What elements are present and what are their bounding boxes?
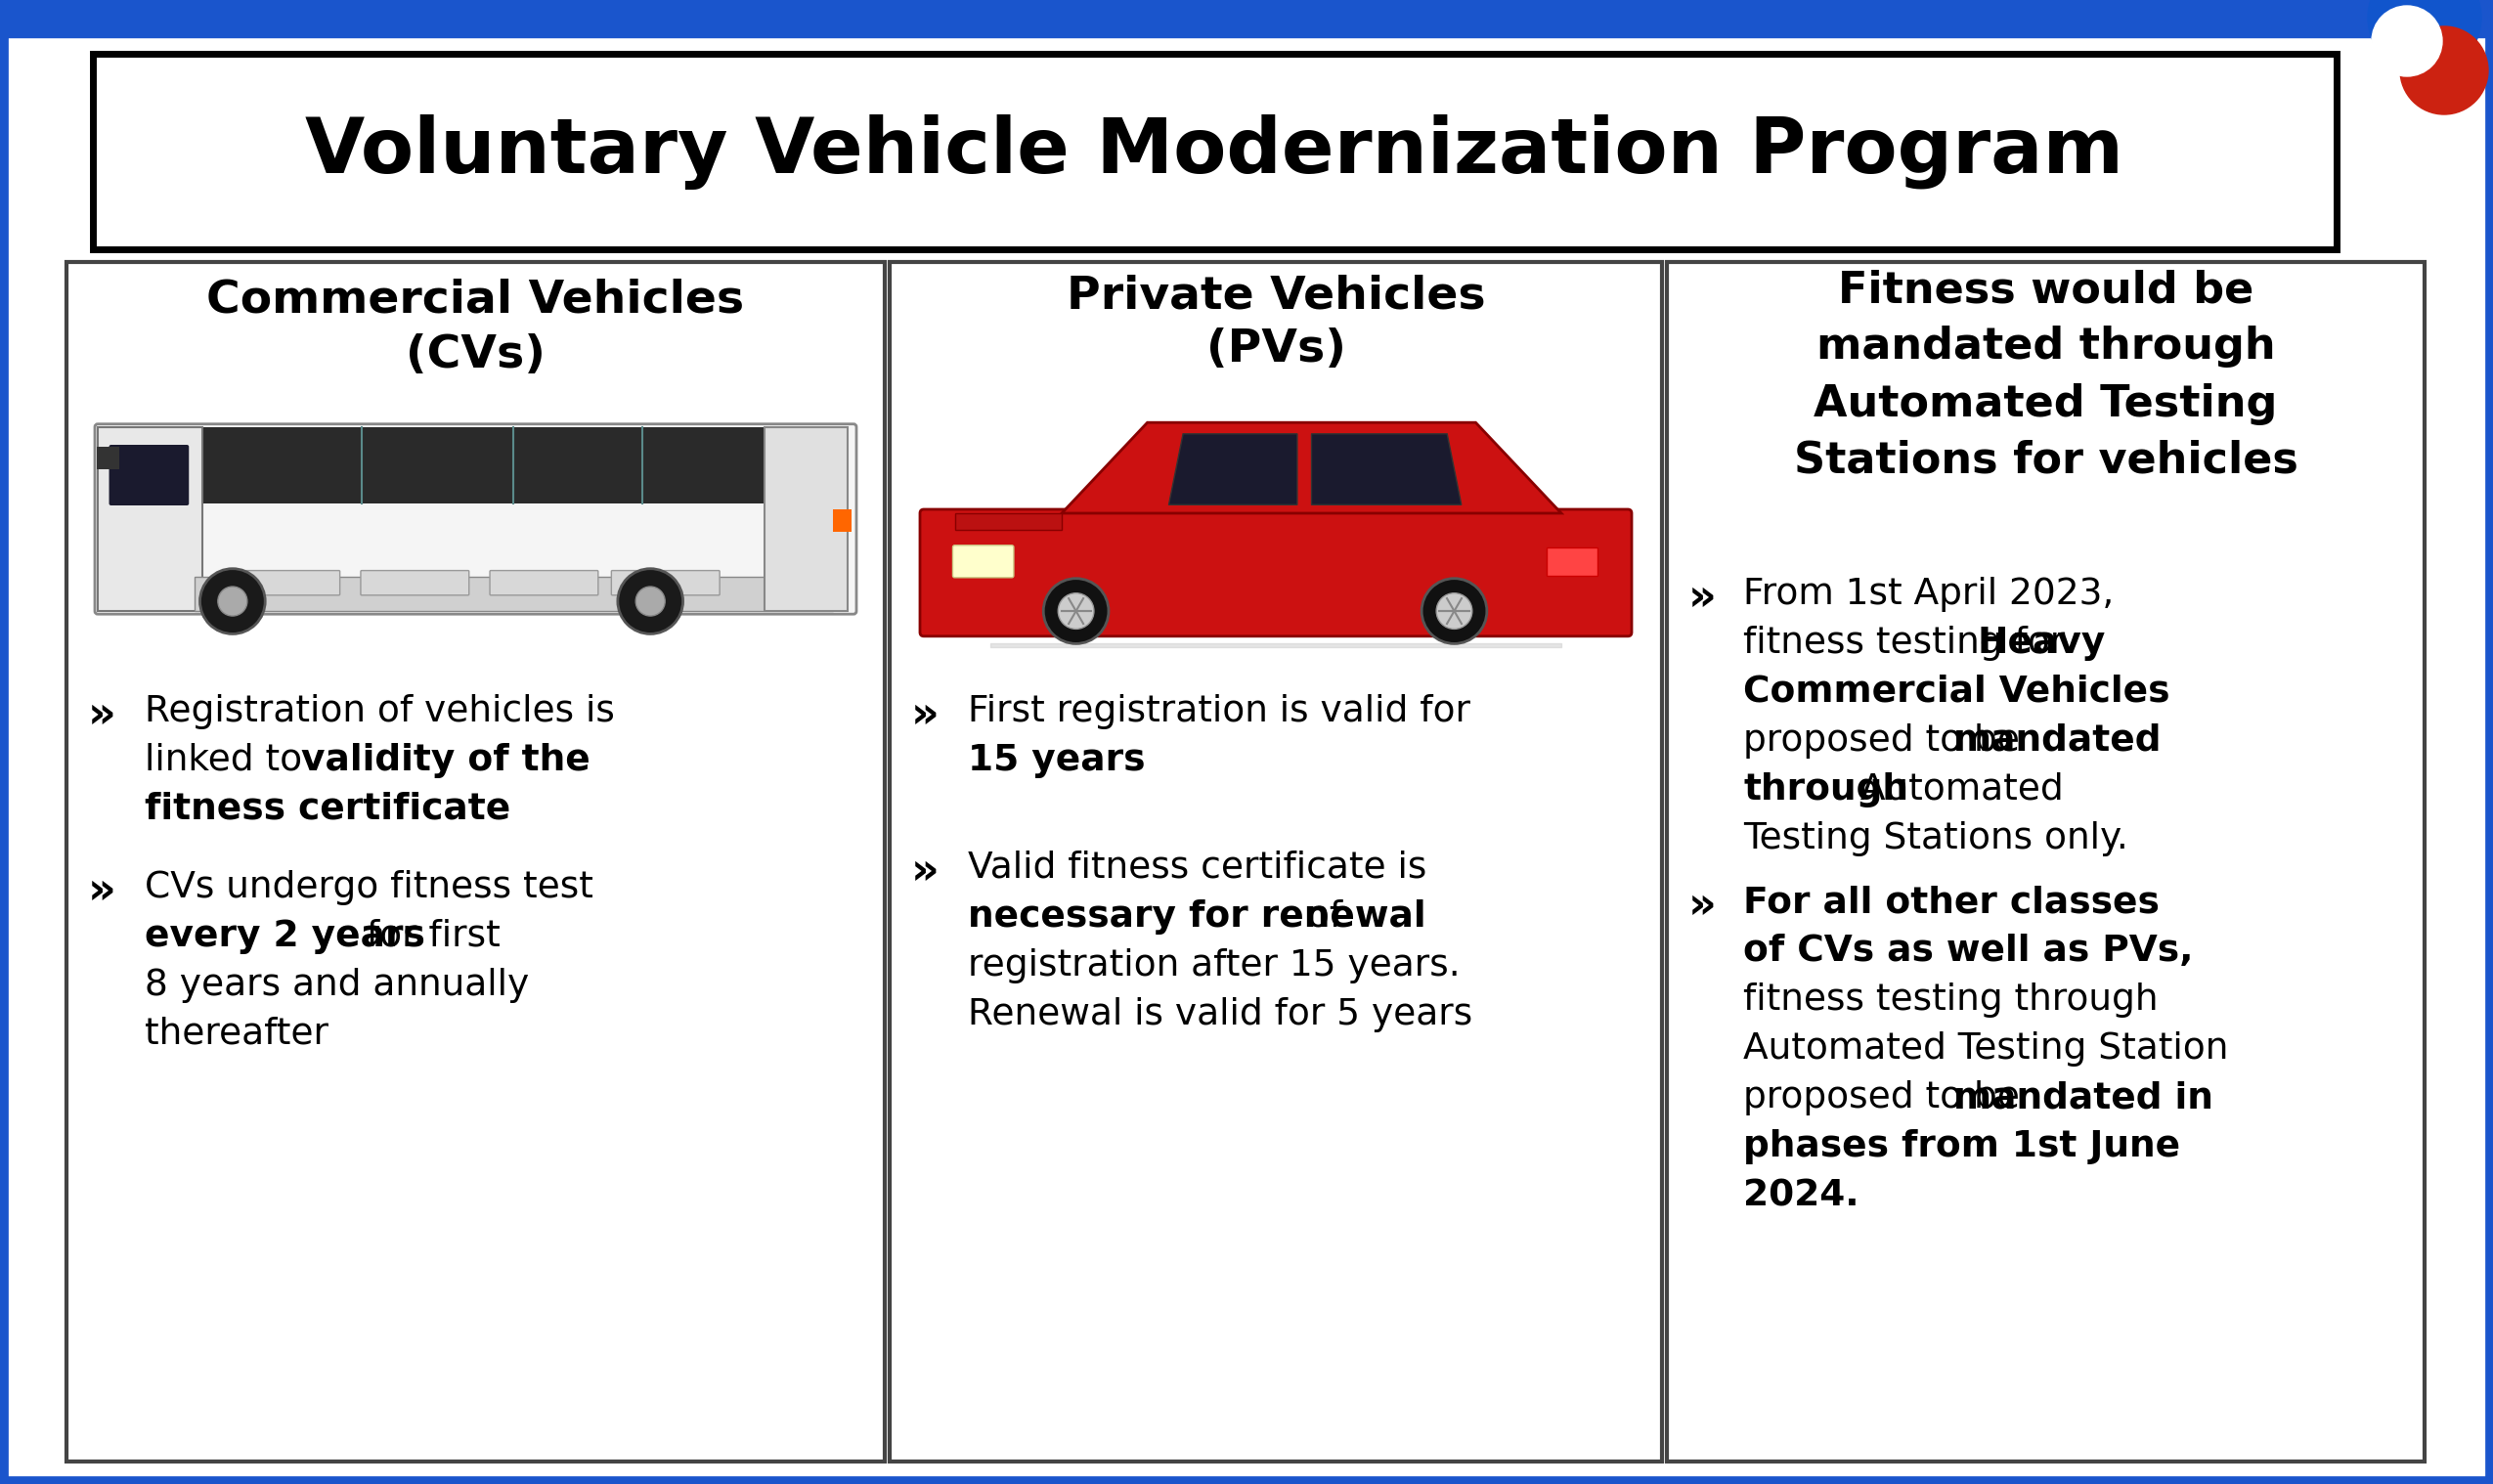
Circle shape bbox=[1436, 594, 1473, 629]
Text: mandated: mandated bbox=[1955, 723, 2161, 758]
FancyBboxPatch shape bbox=[489, 570, 598, 595]
FancyBboxPatch shape bbox=[611, 570, 720, 595]
Text: necessary for renewal: necessary for renewal bbox=[967, 899, 1426, 935]
Text: proposed to be: proposed to be bbox=[1743, 1080, 2032, 1116]
Text: Valid fitness certificate is: Valid fitness certificate is bbox=[967, 850, 1426, 886]
Circle shape bbox=[1421, 579, 1486, 644]
Bar bbox=[833, 509, 853, 531]
Text: 2024.: 2024. bbox=[1743, 1178, 1860, 1214]
Text: fitness certificate: fitness certificate bbox=[145, 792, 511, 827]
Text: thereafter: thereafter bbox=[145, 1017, 329, 1052]
Text: From 1st April 2023,: From 1st April 2023, bbox=[1743, 577, 2114, 611]
Polygon shape bbox=[1062, 423, 1561, 513]
Text: of: of bbox=[1296, 899, 1341, 935]
Text: Automated: Automated bbox=[1850, 772, 2064, 807]
Circle shape bbox=[2371, 6, 2443, 76]
Text: »: » bbox=[910, 695, 940, 736]
Text: Automated Testing Station: Automated Testing Station bbox=[1743, 1031, 2229, 1067]
Text: 8 years and annually: 8 years and annually bbox=[145, 968, 529, 1003]
Text: validity of the: validity of the bbox=[302, 743, 591, 778]
FancyBboxPatch shape bbox=[952, 545, 1015, 577]
Text: Fitness would be
mandated through
Automated Testing
Stations for vehicles: Fitness would be mandated through Automa… bbox=[1792, 269, 2299, 482]
Text: mandated in: mandated in bbox=[1955, 1080, 2214, 1116]
Circle shape bbox=[636, 586, 666, 616]
Text: Voluntary Vehicle Modernization Program: Voluntary Vehicle Modernization Program bbox=[307, 114, 2124, 188]
Text: fitness testing for: fitness testing for bbox=[1743, 626, 2077, 660]
Text: every 2 years: every 2 years bbox=[145, 919, 426, 954]
Text: »: » bbox=[87, 695, 117, 736]
Bar bbox=[0, 0, 2493, 37]
Text: »: » bbox=[1688, 884, 1718, 928]
Circle shape bbox=[199, 568, 264, 634]
Bar bbox=[1548, 548, 1598, 576]
Text: Private Vehicles
(PVs): Private Vehicles (PVs) bbox=[1067, 273, 1486, 372]
Bar bbox=[194, 577, 833, 611]
Text: phases from 1st June: phases from 1st June bbox=[1743, 1129, 2181, 1165]
Text: For all other classes: For all other classes bbox=[1743, 884, 2159, 920]
Polygon shape bbox=[1169, 433, 1296, 505]
Text: 15 years: 15 years bbox=[967, 743, 1144, 778]
Circle shape bbox=[1057, 594, 1094, 629]
Text: CVs undergo fitness test: CVs undergo fitness test bbox=[145, 870, 593, 905]
Text: for first: for first bbox=[354, 919, 501, 954]
FancyBboxPatch shape bbox=[890, 263, 1663, 1462]
Text: fitness testing through: fitness testing through bbox=[1743, 982, 2159, 1018]
Polygon shape bbox=[97, 427, 202, 611]
Text: First registration is valid for: First registration is valid for bbox=[967, 695, 1471, 729]
Text: Commercial Vehicles
(CVs): Commercial Vehicles (CVs) bbox=[207, 279, 745, 377]
Bar bbox=[765, 427, 848, 611]
Polygon shape bbox=[1311, 433, 1461, 505]
Text: Commercial Vehicles: Commercial Vehicles bbox=[1743, 675, 2169, 709]
Text: Registration of vehicles is: Registration of vehicles is bbox=[145, 695, 616, 729]
Text: Testing Stations only.: Testing Stations only. bbox=[1743, 821, 2129, 856]
Circle shape bbox=[618, 568, 683, 634]
Text: of CVs as well as PVs,: of CVs as well as PVs, bbox=[1743, 933, 2194, 969]
FancyBboxPatch shape bbox=[95, 424, 858, 614]
Circle shape bbox=[2368, 0, 2481, 74]
Text: Renewal is valid for 5 years: Renewal is valid for 5 years bbox=[967, 997, 1473, 1033]
Circle shape bbox=[2401, 27, 2488, 114]
Bar bbox=[97, 447, 120, 469]
Text: through: through bbox=[1743, 772, 1907, 807]
FancyBboxPatch shape bbox=[1668, 263, 2426, 1462]
Text: »: » bbox=[910, 850, 940, 892]
Bar bbox=[194, 427, 833, 503]
Text: proposed to be: proposed to be bbox=[1743, 723, 2032, 758]
Polygon shape bbox=[955, 513, 1062, 530]
FancyBboxPatch shape bbox=[361, 570, 469, 595]
Text: registration after 15 years.: registration after 15 years. bbox=[967, 948, 1461, 984]
Text: linked to: linked to bbox=[145, 743, 314, 778]
FancyBboxPatch shape bbox=[110, 445, 189, 506]
Text: Heavy: Heavy bbox=[1977, 626, 2107, 660]
FancyBboxPatch shape bbox=[920, 509, 1633, 637]
Text: »: » bbox=[1688, 577, 1718, 619]
Circle shape bbox=[1045, 579, 1109, 644]
Circle shape bbox=[217, 586, 247, 616]
FancyBboxPatch shape bbox=[232, 570, 339, 595]
FancyBboxPatch shape bbox=[92, 53, 2336, 249]
Text: »: » bbox=[87, 870, 117, 913]
FancyBboxPatch shape bbox=[67, 263, 885, 1462]
